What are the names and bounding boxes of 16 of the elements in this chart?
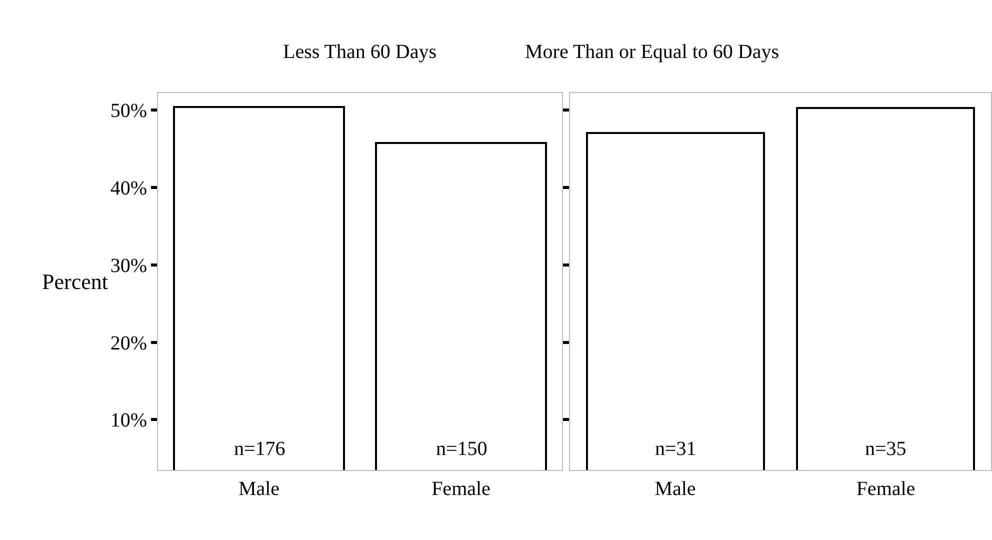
annotation: n=176 bbox=[234, 438, 286, 460]
y-tick-label: 10% bbox=[110, 410, 147, 432]
chart-title: More Than or Equal to 60 Days bbox=[525, 41, 780, 63]
y-tick-label: 30% bbox=[110, 254, 147, 277]
y-tick-label: 20% bbox=[110, 332, 147, 354]
x-tick-label: Female bbox=[856, 478, 916, 500]
y-tick-label: 40% bbox=[110, 177, 147, 200]
x-tick-label: Male bbox=[238, 478, 280, 500]
x-tick-label: Female bbox=[432, 478, 491, 500]
chart-title: Less Than 60 Days bbox=[283, 41, 437, 63]
y-tick-label: 50% bbox=[110, 100, 147, 122]
y-axis-title: Percent bbox=[42, 269, 108, 294]
annotation: n=31 bbox=[655, 438, 696, 460]
annotation: n=35 bbox=[865, 438, 906, 460]
annotation: n=150 bbox=[436, 438, 488, 460]
x-tick-label: Male bbox=[654, 478, 696, 500]
